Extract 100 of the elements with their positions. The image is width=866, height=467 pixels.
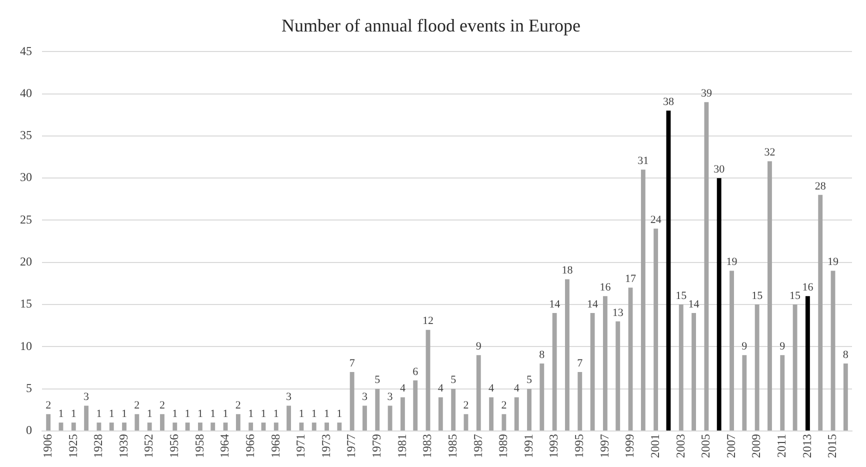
bar <box>616 321 620 430</box>
bar <box>413 380 418 430</box>
x-tick-label: 2013 <box>800 434 814 458</box>
x-tick-label: 1991 <box>521 434 536 458</box>
bar <box>843 364 848 430</box>
bar <box>590 312 595 430</box>
bar <box>451 388 456 430</box>
bar <box>426 330 430 430</box>
data-label: 6 <box>412 366 419 378</box>
bar <box>527 388 532 430</box>
chart-title: Number of annual flood events in Europe <box>282 16 580 36</box>
data-label: 3 <box>84 391 90 404</box>
y-tick-label: 40 <box>20 86 32 100</box>
data-label: 3 <box>387 391 394 404</box>
bar <box>830 270 836 430</box>
bar <box>160 414 164 430</box>
y-tick-label: 45 <box>20 44 32 58</box>
x-tick-label: 1979 <box>370 434 384 458</box>
x-tick-label: 1987 <box>470 434 485 458</box>
bar <box>362 406 367 430</box>
x-tick-label: 1968 <box>268 434 282 458</box>
bar <box>223 422 228 430</box>
bar <box>792 304 798 430</box>
x-tick-label: 1977 <box>344 434 358 458</box>
data-label: 1 <box>260 408 266 420</box>
bar <box>602 296 608 430</box>
data-label: 12 <box>422 315 434 328</box>
y-tick-label: 20 <box>20 254 32 269</box>
data-label: 1 <box>298 408 304 420</box>
x-tick-label: 2001 <box>648 434 662 458</box>
data-label: 4 <box>488 382 495 395</box>
data-label: 32 <box>764 146 776 159</box>
data-label: 1 <box>273 408 279 420</box>
x-tick-label: 1928 <box>91 434 106 458</box>
bar <box>236 414 240 430</box>
bar <box>540 364 544 430</box>
bar <box>172 422 178 430</box>
data-label: 4 <box>400 382 406 395</box>
data-label: 1 <box>96 408 102 420</box>
data-label: 8 <box>842 348 849 361</box>
data-label: 2 <box>159 400 165 412</box>
x-tick-label: 1964 <box>218 434 232 458</box>
bar <box>337 422 342 430</box>
x-tick-label: 1956 <box>167 434 182 458</box>
x-tick-label: 1993 <box>546 434 561 458</box>
data-label: 17 <box>625 273 637 286</box>
data-label: 4 <box>514 382 520 395</box>
data-label: 1 <box>336 408 342 420</box>
data-label: 1 <box>210 408 216 420</box>
bar <box>248 422 254 430</box>
bar <box>438 397 443 430</box>
data-label: 15 <box>752 290 764 302</box>
x-tick-label: 2003 <box>673 434 688 458</box>
bar <box>71 422 76 430</box>
bar <box>388 406 392 430</box>
y-tick-label: 10 <box>20 338 32 353</box>
bar <box>286 406 292 430</box>
bar <box>210 422 216 430</box>
data-label: 14 <box>549 298 561 310</box>
bar <box>375 388 380 430</box>
bar <box>552 312 557 430</box>
data-label: 19 <box>828 256 840 268</box>
bar <box>502 414 506 430</box>
data-label: 2 <box>501 400 507 412</box>
data-label: 5 <box>526 374 533 386</box>
bar <box>742 355 747 430</box>
x-tick-label: 1981 <box>394 434 409 458</box>
bar <box>312 422 316 430</box>
data-label: 1 <box>184 408 190 420</box>
x-tick-label: 1906 <box>40 434 54 458</box>
bar <box>730 270 734 430</box>
data-label: 1 <box>172 408 178 420</box>
bar <box>754 304 760 430</box>
bar <box>514 397 519 430</box>
y-tick-label: 30 <box>20 170 32 184</box>
data-label: 1 <box>222 408 228 420</box>
bar <box>96 422 102 430</box>
data-label: 13 <box>612 306 624 319</box>
bar <box>274 422 278 430</box>
data-label: 31 <box>638 155 649 168</box>
data-label: 7 <box>577 357 584 370</box>
bar <box>350 372 354 430</box>
data-label: 14 <box>688 298 700 310</box>
bar <box>46 414 51 430</box>
bar <box>299 422 304 430</box>
data-label: 24 <box>650 214 662 226</box>
data-label: 1 <box>146 408 152 420</box>
bar <box>261 422 266 430</box>
data-label: 9 <box>476 340 482 353</box>
data-label: 19 <box>726 256 738 268</box>
x-tick-label: 1966 <box>242 434 257 458</box>
data-label: 16 <box>600 281 612 294</box>
data-label: 3 <box>362 391 368 404</box>
bar <box>84 406 89 430</box>
x-tick-label: 2015 <box>825 434 840 458</box>
bar <box>704 102 709 430</box>
bar <box>768 161 772 430</box>
data-label: 5 <box>374 374 381 386</box>
bar <box>185 422 190 430</box>
bar <box>780 355 785 430</box>
